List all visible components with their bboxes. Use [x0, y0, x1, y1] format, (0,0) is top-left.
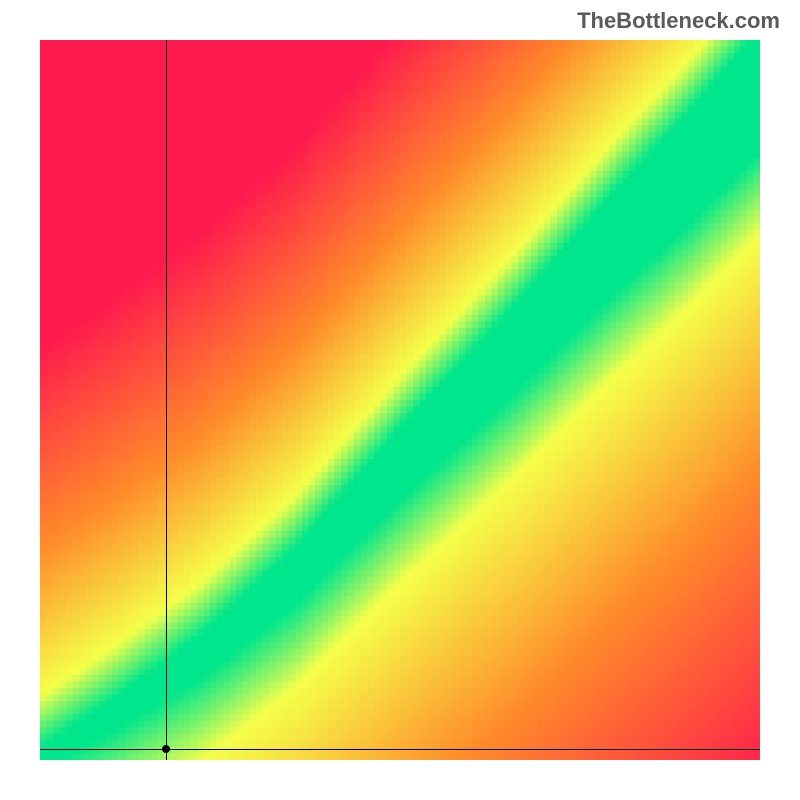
crosshair-marker: [162, 745, 170, 753]
crosshair-vertical: [166, 40, 167, 760]
crosshair-horizontal: [40, 749, 760, 750]
heatmap-canvas: [40, 40, 760, 760]
attribution-text: TheBottleneck.com: [577, 8, 780, 34]
heatmap-plot: [40, 40, 760, 760]
